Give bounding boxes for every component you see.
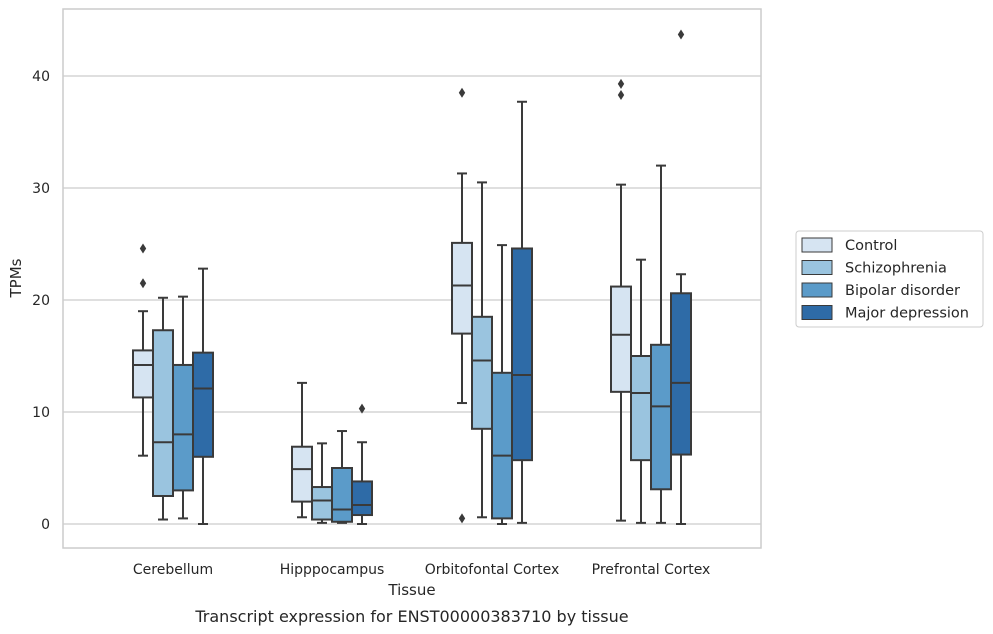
box-major-depression-0 [192, 267, 214, 525]
box-schizophrenia-3 [630, 258, 652, 524]
outlier-point [617, 78, 625, 89]
outlier-point [139, 243, 147, 254]
box-control-0 [132, 243, 154, 457]
y-tick-label: 20 [32, 293, 50, 309]
legend-swatch [801, 260, 833, 275]
box-body [670, 292, 692, 456]
outlier-point [617, 90, 625, 101]
box-body [331, 467, 353, 523]
box-body [152, 329, 174, 497]
outlier-point [139, 278, 147, 289]
box-body [630, 355, 652, 462]
box-bipolar-disorder-0 [172, 295, 194, 520]
x-tick-label: Hipppocampus [280, 562, 385, 578]
box-body [132, 349, 154, 399]
y-tick-labels: 0 10 20 30 40 [32, 69, 50, 533]
box-body [311, 486, 333, 521]
x-axis-label: Tissue [387, 581, 435, 599]
legend-label: Major depression [845, 306, 969, 322]
chart-caption: Transcript expression for ENST0000038371… [194, 607, 628, 626]
box-body [610, 285, 632, 393]
box-body [451, 241, 473, 335]
legend-label: Control [845, 238, 897, 254]
x-tick-label: Cerebellum [133, 562, 213, 578]
outlier-point [358, 403, 366, 414]
plot-frame [62, 8, 762, 549]
box-major-depression-1 [351, 403, 373, 525]
box-body [291, 445, 313, 503]
box-control-1 [291, 381, 313, 519]
y-tick-label: 0 [41, 517, 50, 533]
box-control-2 [451, 87, 473, 524]
x-tick-label: Prefrontal Cortex [592, 562, 711, 578]
outlier-point [458, 513, 466, 524]
box-body [351, 480, 373, 517]
outlier-point [458, 87, 466, 98]
box-body [511, 247, 533, 462]
y-tick-label: 10 [32, 405, 50, 421]
boxes-layer [132, 29, 692, 525]
y-tick-label: 30 [32, 181, 50, 197]
legend: Control Schizophrenia Bipolar disorder Majo… [795, 230, 984, 328]
outlier-point [677, 29, 685, 40]
legend-label: Schizophrenia [845, 261, 947, 277]
legend-label: Bipolar disorder [845, 283, 960, 299]
box-body [192, 351, 214, 458]
legend-swatch [801, 237, 833, 253]
legend-swatch [801, 305, 833, 320]
box-schizophrenia-0 [152, 296, 174, 521]
box-schizophrenia-1 [311, 442, 333, 524]
box-body [172, 363, 194, 492]
box-body [471, 315, 493, 430]
x-tick-labels: Cerebellum Hipppocampus Orbitofontal Corte… [133, 562, 710, 578]
box-body [650, 343, 672, 491]
box-control-3 [610, 78, 632, 522]
box-major-depression-3 [670, 29, 692, 525]
y-axis-label: TPMs [7, 258, 25, 298]
box-schizophrenia-2 [471, 181, 493, 519]
x-tick-label: Orbitofontal Cortex [425, 562, 560, 578]
box-body [491, 371, 513, 520]
box-major-depression-2 [511, 100, 533, 524]
y-tick-label: 40 [32, 69, 50, 85]
legend-frame [795, 230, 984, 328]
legend-swatch [801, 282, 833, 298]
